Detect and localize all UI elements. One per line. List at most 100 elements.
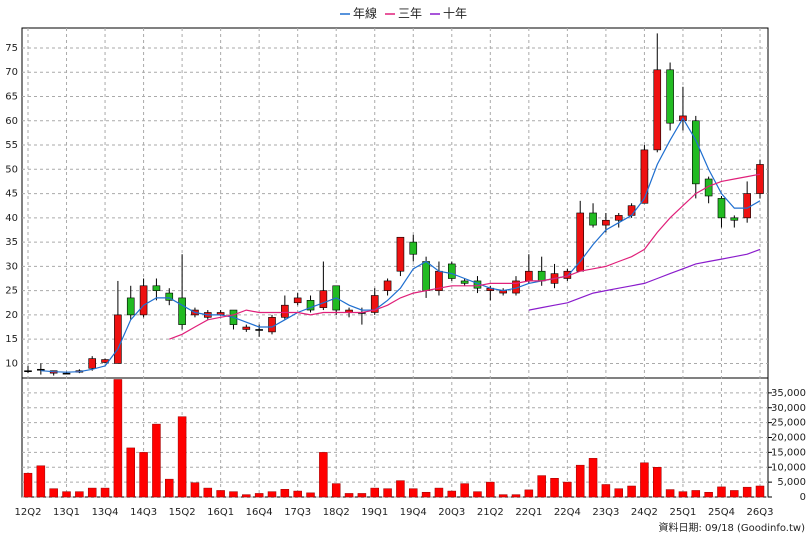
candle-body (383, 280, 392, 291)
volume-bar (229, 491, 238, 498)
legend-label: 年線 (353, 6, 377, 21)
x-tick-label: 24Q2 (631, 507, 658, 518)
y-tick-label: 25 (5, 286, 18, 297)
x-tick-label: 25Q1 (669, 507, 696, 518)
legend-label: 十年 (443, 7, 467, 21)
legend-label: 三年 (398, 7, 422, 21)
volume-bar (177, 416, 187, 498)
candle-body (653, 69, 662, 151)
volume-bar (344, 493, 354, 498)
volume-bar (742, 486, 752, 498)
volume-bar (473, 491, 482, 498)
x-tick-label: 25Q4 (708, 507, 735, 518)
candle-body (396, 236, 405, 272)
candle-body (242, 326, 251, 330)
candle-body (62, 372, 71, 375)
candle-body (24, 370, 32, 373)
footer: 資料日期: 09/18 (Goodinfo.tw) (658, 521, 805, 534)
y2-tick-label: 30,000 (771, 403, 806, 414)
volume-bar (126, 447, 135, 498)
volume-bar (653, 467, 662, 498)
x-tick-label: 22Q4 (554, 507, 581, 518)
y-tick-label: 70 (5, 67, 18, 78)
volume-bar (370, 487, 379, 498)
x-tick-label: 16Q4 (246, 507, 273, 518)
ma-line (169, 173, 761, 340)
volume-bar (717, 486, 726, 498)
candle-body (576, 212, 585, 272)
volume-bar (216, 490, 225, 498)
volume-bar (678, 491, 688, 498)
candle-body (589, 212, 597, 226)
volume-bar (563, 481, 572, 498)
y2-tick-label: 25,000 (771, 418, 806, 429)
x-tick-label: 15Q2 (169, 507, 196, 518)
volume-bar (498, 494, 508, 498)
candle-body (370, 295, 379, 313)
x-tick-label: 23Q3 (592, 507, 619, 518)
y-tick-label: 55 (5, 140, 18, 151)
candle-body (114, 314, 122, 364)
candle-body (666, 69, 674, 124)
x-tick-label: 13Q4 (92, 507, 119, 518)
volume-bar (319, 452, 328, 498)
candle-body (126, 297, 135, 316)
volume-bar (49, 488, 58, 498)
y2-tick-label: 20,000 (771, 433, 806, 444)
volume-bar (524, 489, 534, 498)
x-tick-label: 16Q1 (207, 507, 234, 518)
y-tick-label: 45 (5, 189, 18, 200)
x-tick-label: 14Q3 (130, 507, 157, 518)
candle-body (319, 290, 328, 308)
candle-body (704, 178, 713, 197)
volume-bar (409, 488, 418, 498)
volume-bar (550, 478, 559, 498)
volume-bar (627, 485, 636, 498)
candle-body (281, 304, 289, 318)
candle-body (139, 285, 148, 316)
volume-bar (139, 452, 148, 498)
candle-body (268, 317, 276, 333)
volume-bar (396, 480, 405, 498)
y-tick-label: 65 (5, 91, 18, 102)
y-tick-label: 60 (5, 116, 18, 127)
y-tick-label: 35 (5, 237, 18, 248)
y-tick-label: 50 (5, 164, 18, 175)
candle-body (422, 261, 430, 291)
volume-bar (486, 481, 495, 498)
x-tick-label: 17Q3 (284, 507, 311, 518)
x-tick-label: 13Q1 (53, 507, 80, 518)
volume-bar (331, 483, 341, 498)
volume-bar (113, 379, 123, 498)
ma-line (528, 248, 761, 311)
candle-body (409, 241, 418, 255)
volume-bar (755, 485, 765, 498)
volume-bar (152, 423, 161, 498)
y-tick-label: 40 (5, 213, 18, 224)
candle-body (717, 198, 726, 219)
candle-body (537, 270, 546, 282)
x-tick-label: 19Q1 (361, 507, 388, 518)
volume-bar (447, 490, 457, 498)
candle-body (730, 217, 739, 221)
volume-bar (601, 484, 611, 498)
candle-body (447, 263, 456, 279)
volume-bar (165, 478, 174, 498)
y-tick-label: 20 (5, 310, 18, 321)
y2-tick-label: 35,000 (771, 388, 806, 399)
candle-body (165, 292, 174, 301)
x-tick-label: 19Q4 (400, 507, 427, 518)
volume-bar (421, 491, 431, 498)
volume-bar (23, 472, 33, 498)
candle-body (37, 368, 45, 371)
candle-body (691, 120, 700, 185)
volume-bar (704, 491, 713, 498)
candle-body (525, 270, 533, 282)
candle-body (756, 164, 764, 194)
y2-tick-label: 15,000 (771, 447, 806, 458)
candle-body (614, 215, 623, 221)
volume-bar (242, 494, 251, 498)
volume-bar (75, 491, 84, 498)
candle-body (306, 300, 315, 311)
